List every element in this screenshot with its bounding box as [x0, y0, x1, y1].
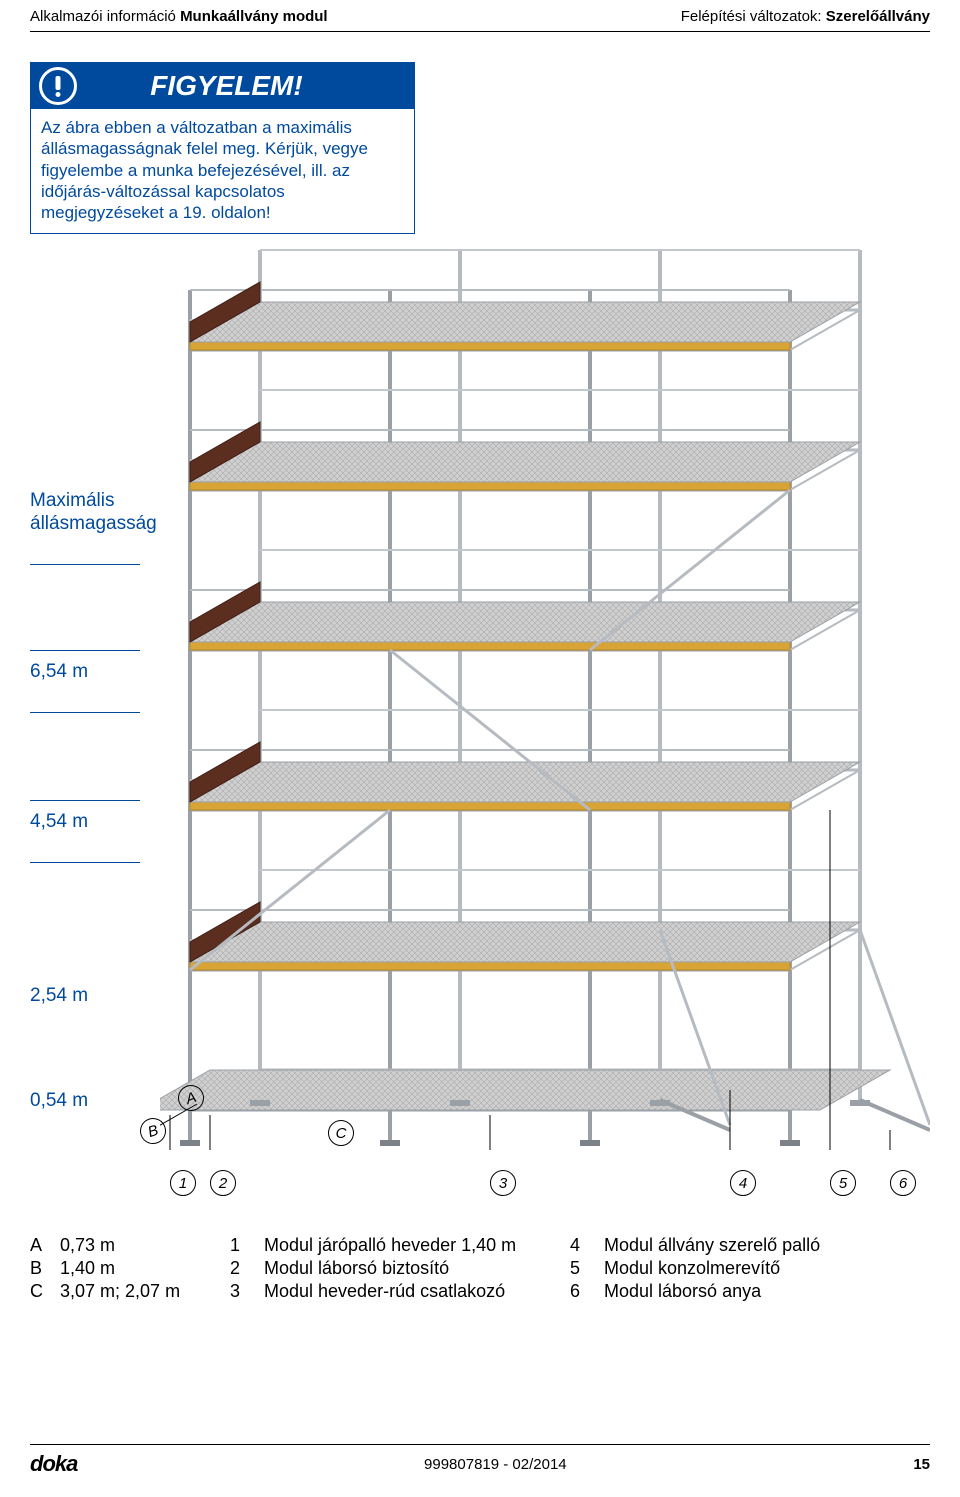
legend-item-num: 1: [230, 1235, 264, 1256]
dim-letter-c: C: [328, 1120, 354, 1146]
height-rule: [30, 712, 140, 713]
legend-dim-val: 1,40 m: [60, 1258, 115, 1279]
brand-logo: doka: [30, 1451, 77, 1477]
legend-item-num: 6: [570, 1281, 604, 1302]
legend-dim-row: B 1,40 m: [30, 1258, 230, 1279]
header-right-prefix: Felépítési változatok:: [681, 8, 826, 25]
legend-item-row: 3 Modul heveder-rúd csatlakozó: [230, 1281, 570, 1302]
height-label-054: 0,54 m: [30, 1090, 88, 1113]
legend-dim-row: A 0,73 m: [30, 1235, 230, 1256]
height-rule: [30, 862, 140, 863]
callout-4: 4: [730, 1170, 756, 1196]
legend-item-row: 2 Modul láborsó biztosító: [230, 1258, 570, 1279]
legend-item-num: 2: [230, 1258, 264, 1279]
legend-dim-key: A: [30, 1235, 60, 1256]
footer-row: doka 999807819 - 02/2014 15: [30, 1451, 930, 1477]
footer-rule: [30, 1444, 930, 1445]
page-number: 15: [913, 1456, 930, 1473]
legend-dim-key: B: [30, 1258, 60, 1279]
page-header: Alkalmazói információ Munkaállvány modul…: [0, 0, 960, 31]
warning-notice: FIGYELEM! Az ábra ebben a változatban a …: [30, 62, 415, 234]
legend-item-label: Modul láborsó biztosító: [264, 1258, 449, 1279]
height-label-454-text: 4,54 m: [30, 811, 88, 832]
legend-item-label: Modul konzolmerevítő: [604, 1258, 780, 1279]
legend-item-row: 5 Modul konzolmerevítő: [570, 1258, 910, 1279]
legend-items-left: 1 Modul járópalló heveder 1,40 m 2 Modul…: [230, 1235, 570, 1304]
legend-item-label: Modul láborsó anya: [604, 1281, 761, 1302]
warning-body: Az ábra ebben a változatban a maximális …: [31, 109, 414, 233]
height-label-max-text: Maximális állásmagasság: [30, 490, 157, 536]
height-rule: [30, 650, 140, 651]
legend-item-num: 5: [570, 1258, 604, 1279]
header-left-prefix: Alkalmazói információ: [30, 8, 180, 25]
legend-dim-val: 3,07 m; 2,07 m: [60, 1281, 180, 1302]
page-footer: doka 999807819 - 02/2014 15: [30, 1444, 930, 1477]
legend-item-row: 1 Modul járópalló heveder 1,40 m: [230, 1235, 570, 1256]
legend-dimensions: A 0,73 m B 1,40 m C 3,07 m; 2,07 m: [30, 1235, 230, 1304]
legend-dim-row: C 3,07 m; 2,07 m: [30, 1281, 230, 1302]
legend-item-label: Modul állvány szerelő palló: [604, 1235, 820, 1256]
callout-1: 1: [170, 1170, 196, 1196]
callout-5: 5: [830, 1170, 856, 1196]
height-label-654: 6,54 m: [30, 650, 140, 713]
header-left-bold: Munkaállvány modul: [180, 8, 328, 25]
legend-item-row: 4 Modul állvány szerelő palló: [570, 1235, 910, 1256]
warning-title: FIGYELEM!: [87, 70, 406, 102]
header-right: Felépítési változatok: Szerelőállvány: [681, 8, 930, 25]
legend-items-right: 4 Modul állvány szerelő palló 5 Modul ko…: [570, 1235, 910, 1304]
warning-header: FIGYELEM!: [31, 63, 414, 109]
header-rule: [30, 31, 930, 32]
legend-item-num: 3: [230, 1281, 264, 1302]
legend-item-label: Modul heveder-rúd csatlakozó: [264, 1281, 505, 1302]
legend-item-row: 6 Modul láborsó anya: [570, 1281, 910, 1302]
height-label-054-text: 0,54 m: [30, 1090, 88, 1111]
legend-item-label: Modul járópalló heveder 1,40 m: [264, 1235, 516, 1256]
legend-dim-key: C: [30, 1281, 60, 1302]
callout-2: 2: [210, 1170, 236, 1196]
callout-6: 6: [890, 1170, 916, 1196]
warning-icon: [39, 67, 77, 105]
scaffold-diagram: [160, 230, 930, 1150]
height-label-254: 2,54 m: [30, 985, 88, 1008]
diagram-area: Maximális állásmagasság 6,54 m 4,54 m 2,…: [30, 230, 930, 1210]
legend: A 0,73 m B 1,40 m C 3,07 m; 2,07 m 1 Mod…: [30, 1235, 930, 1304]
header-left: Alkalmazói információ Munkaállvány modul: [30, 8, 328, 25]
header-right-bold: Szerelőállvány: [826, 8, 930, 25]
callout-3: 3: [490, 1170, 516, 1196]
height-rule: [30, 564, 140, 565]
height-label-254-text: 2,54 m: [30, 985, 88, 1006]
height-label-max: Maximális állásmagasság: [30, 490, 157, 565]
height-rule: [30, 800, 140, 801]
legend-dim-val: 0,73 m: [60, 1235, 115, 1256]
height-label-454: 4,54 m: [30, 800, 140, 863]
height-label-654-text: 6,54 m: [30, 661, 88, 682]
legend-item-num: 4: [570, 1235, 604, 1256]
doc-number: 999807819 - 02/2014: [424, 1456, 567, 1473]
